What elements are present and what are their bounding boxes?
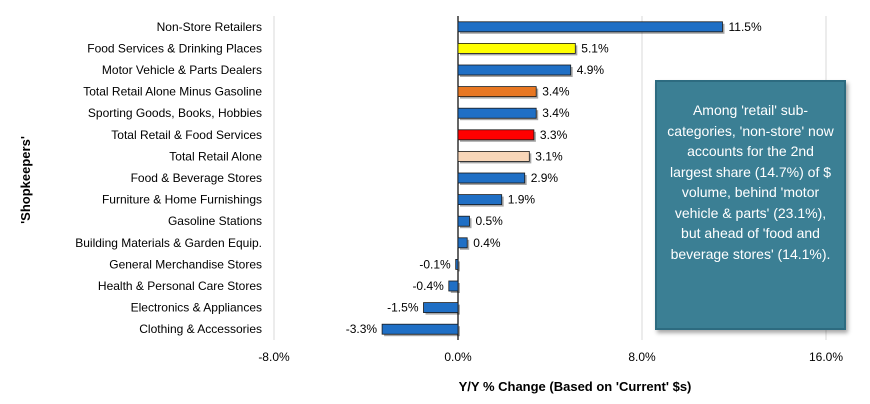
- bar: [455, 258, 459, 270]
- data-label: 5.1%: [581, 41, 609, 55]
- data-label: 0.5%: [476, 214, 504, 228]
- data-label: 11.5%: [729, 20, 762, 34]
- bar: [457, 237, 468, 249]
- data-label: 3.4%: [542, 106, 570, 120]
- category-label: Sporting Goods, Books, Hobbies: [88, 106, 262, 120]
- category-labels: Non-Store Retailers Food Services & Drink…: [75, 20, 262, 336]
- data-label: 3.4%: [542, 85, 570, 99]
- y-axis-title: 'Shopkeepers': [18, 136, 33, 224]
- category-label: Non-Store Retailers: [157, 20, 262, 34]
- x-tick-labels: -8.0% 0.0% 8.0% 16.0%: [258, 350, 843, 364]
- bar: [457, 215, 470, 227]
- data-labels: 11.5% 5.1% 4.9% 3.4% 3.4% 3.3% 3.1% 2.9% 1.9% 0.5…: [346, 20, 762, 336]
- category-label: Food Services & Drinking Places: [87, 41, 262, 55]
- category-label: Building Materials & Garden Equip.: [75, 236, 262, 250]
- data-label: 4.9%: [577, 63, 605, 77]
- bar: [457, 86, 537, 97]
- data-label: 3.1%: [535, 149, 563, 163]
- category-label: Health & Personal Care Stores: [98, 279, 262, 293]
- data-label: -3.3%: [346, 322, 378, 336]
- bar: [457, 129, 535, 141]
- bar: [457, 43, 576, 54]
- category-label: Gasoline Stations: [168, 214, 262, 228]
- category-label: Furniture & Home Furnishings: [102, 193, 262, 207]
- bars: [381, 21, 725, 337]
- bar: [457, 21, 723, 33]
- x-tick-label: 8.0%: [628, 350, 656, 364]
- category-label: General Merchandise Stores: [109, 257, 262, 271]
- bar: [423, 302, 459, 314]
- x-tick-label: 0.0%: [444, 350, 472, 364]
- data-label: 0.4%: [473, 236, 501, 250]
- data-label: -1.5%: [387, 301, 419, 315]
- data-label: 1.9%: [508, 193, 536, 207]
- data-label: -0.4%: [412, 279, 444, 293]
- bar: [457, 107, 537, 119]
- x-tick-label: -8.0%: [258, 350, 290, 364]
- category-label: Electronics & Appliances: [131, 301, 262, 315]
- data-label: -0.1%: [419, 257, 451, 271]
- bar: [457, 64, 572, 76]
- category-label: Total Retail Alone: [169, 149, 262, 163]
- bar: [457, 150, 530, 162]
- category-label: Food & Beverage Stores: [131, 171, 262, 185]
- category-label: Total Retail & Food Services: [111, 128, 262, 142]
- category-label: Motor Vehicle & Parts Dealers: [102, 63, 262, 77]
- category-label: Total Retail Alone Minus Gasoline: [83, 85, 262, 99]
- data-label: 3.3%: [540, 128, 568, 142]
- category-label: Clothing & Accessories: [139, 322, 262, 336]
- bar: [457, 194, 503, 206]
- data-label: 2.9%: [531, 171, 559, 185]
- x-axis-title: Y/Y % Change (Based on 'Current' $s): [459, 379, 692, 394]
- bar: [457, 172, 526, 184]
- bar: [381, 323, 459, 335]
- annotation-box: Among 'retail' sub-categories, 'non-stor…: [655, 80, 846, 330]
- bar-shadow: [457, 261, 460, 272]
- bar: [448, 280, 459, 292]
- x-tick-label: 16.0%: [809, 350, 843, 364]
